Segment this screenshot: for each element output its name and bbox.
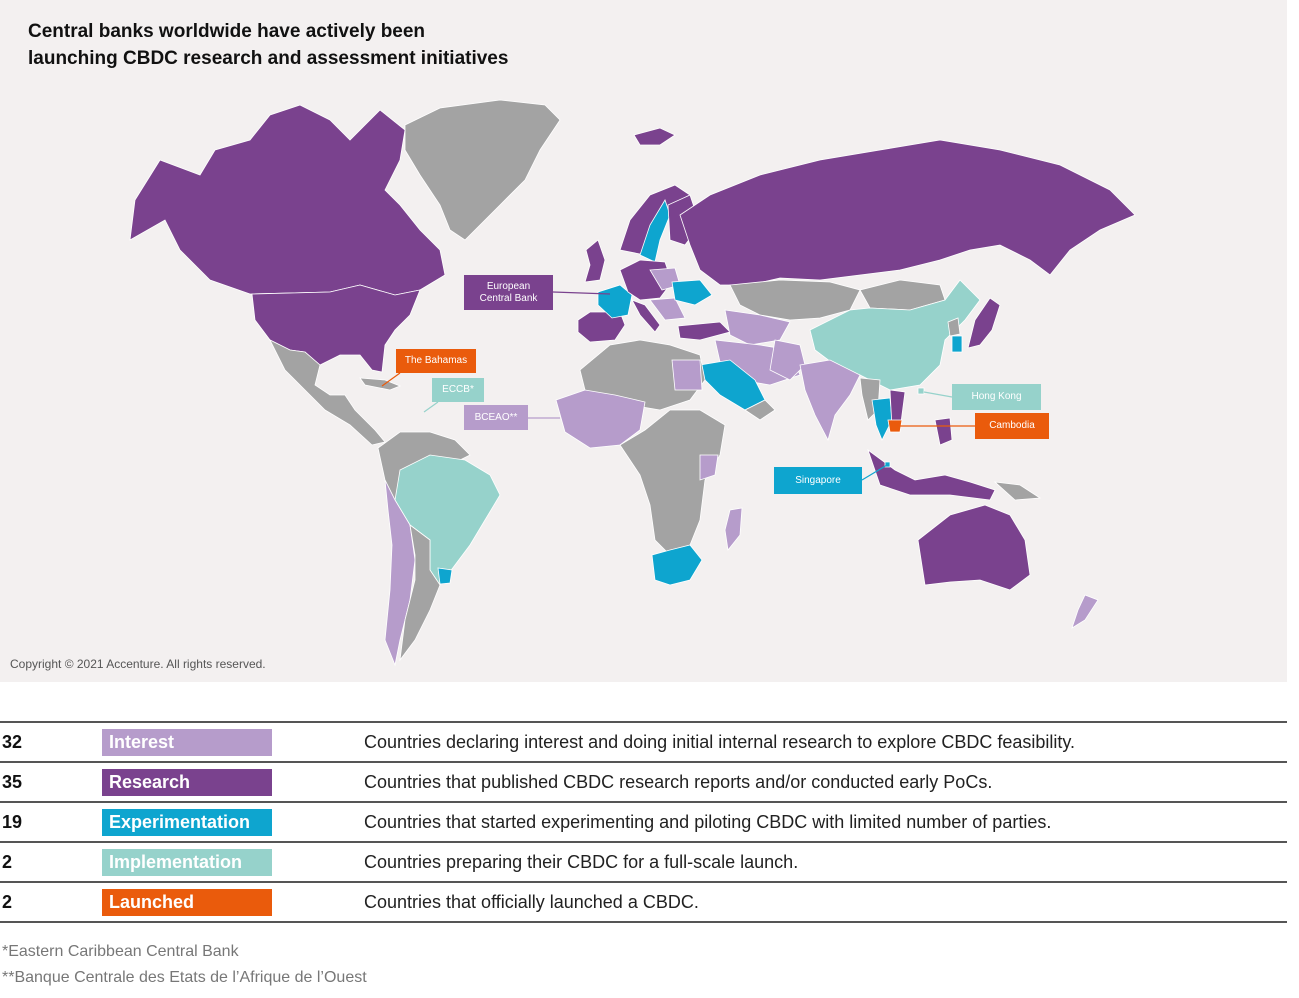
legend-count: 19 [2,812,23,832]
region-mexico [269,339,386,446]
copyright-notice: Copyright © 2021 Accenture. All rights r… [10,657,266,671]
callout-hong-kong-label: Hong Kong [971,391,1022,402]
region-uk [584,239,606,283]
region-uruguay [437,567,453,585]
callout-european-central-bank: European Central Bank [464,275,553,310]
region-caribbean [359,377,402,391]
legend-description: Countries preparing their CBDC for a ful… [364,852,799,872]
legend-table: 32 Interest Countries declaring interest… [0,721,1287,923]
region-new-zealand [1071,594,1099,629]
region-west-africa [555,389,646,449]
region-balkans [649,297,686,321]
legend-description: Countries that officially launched a CBD… [364,892,699,912]
callout-singapore: Singapore [774,467,862,494]
callout-bceao: BCEAO** [464,405,528,430]
callout-bahamas-label: The Bahamas [404,355,468,366]
callout-eccb-label: ECCB* [442,384,474,395]
region-north-korea [947,317,961,337]
callout-singapore-label: Singapore [795,474,841,486]
leader-ecb [552,291,611,295]
region-papua [993,481,1042,501]
legend-swatch-launched: Launched [102,889,272,916]
region-australia [917,504,1031,591]
legend-count: 2 [2,852,13,872]
callout-bahamas: The Bahamas [396,349,476,373]
callout-leader-lines [381,291,975,481]
legend-row-experimentation: 19 Experimentation Countries that starte… [0,801,1287,841]
legend-row-launched: 2 Launched Countries that officially lau… [0,881,1287,923]
region-cambodia [887,419,903,433]
title-line-1: Central banks worldwide have actively be… [28,21,426,42]
region-malaysia-indonesia [867,448,996,501]
legend-description: Countries that published CBDC research r… [364,772,993,792]
legend-swatch-experimentation: Experimentation [102,809,272,836]
leader-singapore [861,464,888,481]
leader-hong-kong [923,391,953,398]
legend-count: 32 [2,732,23,752]
legend-row-interest: 32 Interest Countries declaring interest… [0,721,1287,761]
callout-bceao-label: BCEAO** [474,411,518,423]
region-greenland [404,99,561,241]
world-map [129,99,1136,667]
region-central-asia [729,279,861,321]
region-canada [129,104,446,296]
callout-hong-kong: Hong Kong [952,384,1041,410]
region-iberia [577,311,626,343]
footnote-bceao: **Banque Centrale des Etats de l’Afrique… [2,969,367,986]
region-france [597,284,633,319]
callout-ecb-line2: Central Bank [479,292,538,304]
region-japan [967,297,1001,349]
region-caucasus [724,309,791,346]
region-hong-kong [917,387,925,395]
legend-row-implementation: 2 Implementation Countries preparing the… [0,841,1287,881]
region-turkey [677,321,731,341]
legend-description: Countries declaring interest and doing i… [364,732,1076,752]
callout-cambodia: Cambodia [975,413,1049,439]
title-line-2: launching CBDC research and assessment i… [28,48,509,69]
legend-description: Countries that started experimenting and… [364,812,1052,832]
legend-count: 35 [2,772,23,792]
region-pakistan [769,339,806,381]
region-central-africa [619,409,726,556]
map-title: Central banks worldwide have actively be… [28,18,728,72]
region-italy [631,299,661,333]
region-madagascar [724,507,743,551]
leader-bahamas [381,372,401,387]
region-iceland [633,127,676,146]
callout-ecb-line1: European [486,280,531,292]
region-philippines [934,417,953,446]
leader-eccb [423,401,439,413]
legend-swatch-research: Research [102,769,272,796]
region-thailand [871,397,893,441]
region-south-america-west [384,479,416,667]
footnote-eccb: *Eastern Caribbean Central Bank [2,943,239,960]
region-yemen-oman [744,399,776,421]
callout-eccb: ECCB* [432,378,484,402]
region-south-africa [651,544,703,586]
region-east-africa [699,454,719,481]
region-ukraine [671,279,713,306]
legend-count: 2 [2,892,13,912]
region-argentina [399,524,441,662]
region-south-korea [951,335,963,353]
legend-row-research: 35 Research Countries that published CBD… [0,761,1287,801]
legend-swatch-interest: Interest [102,729,272,756]
region-egypt [671,359,703,391]
callout-cambodia-label: Cambodia [989,420,1035,431]
region-india [799,359,861,442]
legend-swatch-implementation: Implementation [102,849,272,876]
